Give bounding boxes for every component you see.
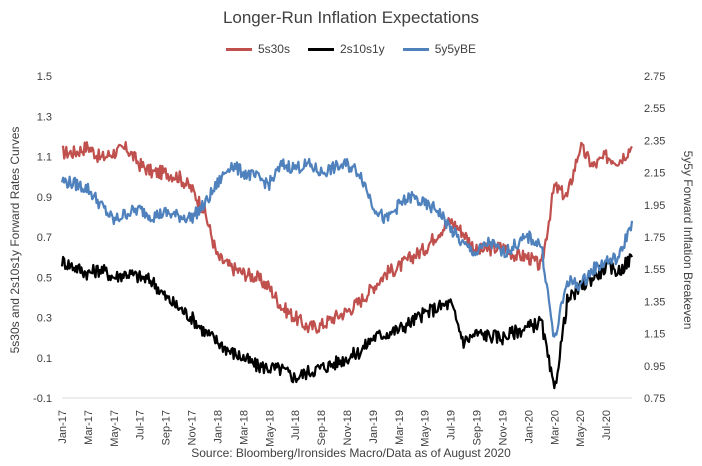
x-tick-label: Jul-18 (290, 410, 302, 440)
y-left-tick-label: 0.1 (37, 353, 52, 365)
x-tick-label: Mar-18 (238, 410, 250, 445)
legend-swatch-5s30s (225, 47, 252, 51)
y-axis-right-label: 5y5y Forward Inflation Breakeven (681, 150, 695, 330)
source-note: Source: Bloomberg/Ironsides Macro/Data a… (191, 446, 511, 460)
x-tick-label: Nov-19 (497, 410, 509, 445)
y-left-tick-label: 1.3 (37, 111, 52, 123)
legend-label-5y5ybe: 5y5yBE (434, 42, 477, 56)
y-left-tick-label: 0.9 (37, 192, 52, 204)
x-tick-label: Sep-17 (161, 410, 173, 445)
x-tick-label: Jan-18 (212, 410, 224, 444)
series-line-5y5ybe (60, 157, 634, 338)
x-tick-label: Mar-19 (394, 410, 406, 445)
series-line-5s30s (61, 141, 633, 334)
y-left-tick-label: 0.7 (37, 232, 52, 244)
x-tick-label: Jan-20 (523, 410, 535, 444)
y-axis-left-label: 5s30s and 2s10s1y Forward Rates Curves (8, 126, 22, 354)
y-right-tick-label: 1.75 (644, 232, 665, 244)
y-right-tick-label: 1.15 (644, 329, 665, 341)
legend-label-2s10s1y: 2s10s1y (339, 42, 385, 56)
y-left-tick-label: 0.5 (37, 272, 52, 284)
series-line-2s10s1y (60, 253, 633, 390)
x-tick-label: Nov-17 (187, 410, 199, 445)
y-left-tick-label: 1.5 (37, 71, 52, 83)
y-right-tick-label: 0.95 (644, 361, 665, 373)
y-right-tick-label: 1.35 (644, 296, 665, 308)
x-tick-label: Jan-17 (57, 410, 69, 444)
x-tick-label: Jan-19 (368, 410, 380, 444)
x-tick-label: Mar-20 (549, 410, 561, 445)
y-right-tick-label: 1.95 (644, 200, 665, 212)
y-right-tick-label: 2.15 (644, 168, 665, 180)
y-left-tick-label: 0.3 (37, 313, 52, 325)
x-tick-label: Jul-19 (446, 410, 458, 440)
x-tick-label: May-19 (420, 410, 432, 447)
y-left-tick-label: 1.1 (37, 152, 52, 164)
x-tick-label: May-17 (109, 410, 121, 447)
x-tick-label: Jul-17 (135, 410, 147, 440)
y-right-tick-label: 0.75 (644, 393, 665, 405)
legend-label-5s30s: 5s30s (257, 42, 290, 56)
x-tick-label: May-20 (575, 410, 587, 447)
x-tick-label: Mar-17 (83, 410, 95, 445)
legend-item-2s10s1y: 2s10s1y (307, 42, 385, 56)
y-right-tick-label: 2.35 (644, 135, 665, 147)
legend-swatch-2s10s1y (307, 47, 334, 51)
x-tick-label: Nov-18 (342, 410, 354, 445)
y-right-tick-label: 1.55 (644, 264, 665, 276)
y-right-tick-label: 2.75 (644, 71, 665, 83)
legend-item-5y5ybe: 5y5yBE (402, 42, 477, 56)
chart-title: Longer-Run Inflation Expectations (222, 8, 480, 27)
legend-item-5s30s: 5s30s (225, 42, 290, 56)
chart-legend: 5s30s 2s10s1y 5y5yBE (0, 42, 702, 56)
x-tick-label: Sep-19 (472, 410, 484, 445)
y-left-tick-label: -0.1 (33, 393, 52, 405)
x-tick-label: Sep-18 (316, 410, 328, 445)
y-right-tick-label: 2.55 (644, 103, 665, 115)
x-tick-label: Jul-20 (601, 410, 613, 440)
legend-swatch-5y5ybe (402, 47, 429, 51)
x-tick-label: May-18 (264, 410, 276, 447)
